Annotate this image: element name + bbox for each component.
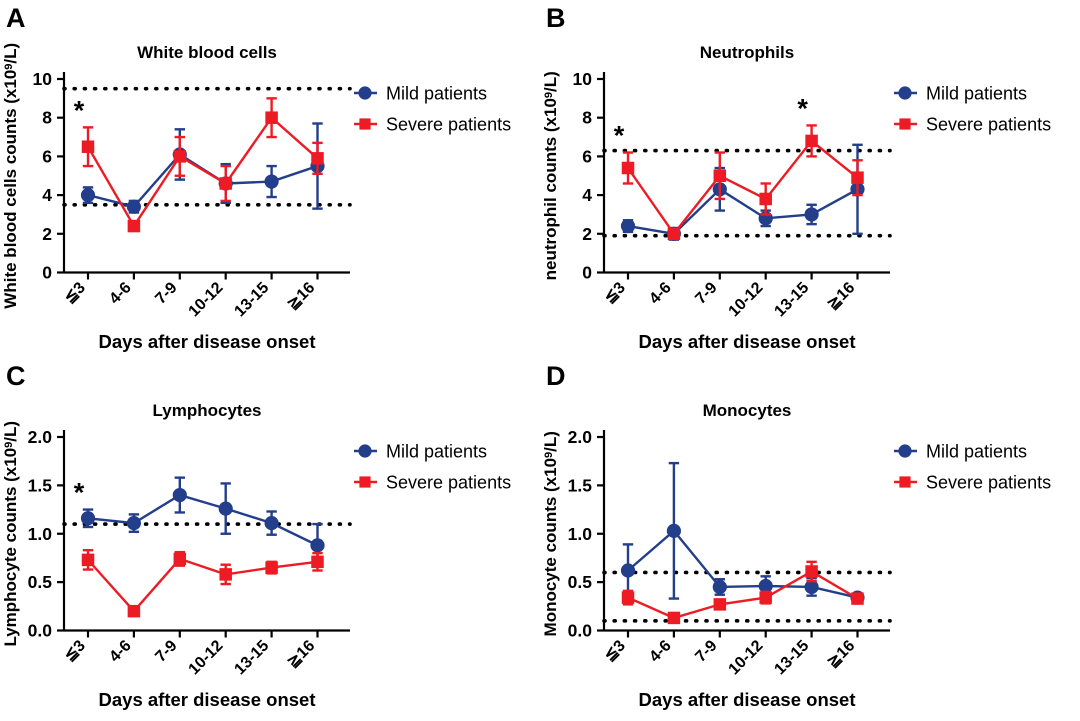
- svg-text:Days after disease onset: Days after disease onset: [639, 331, 856, 352]
- svg-text:10: 10: [33, 69, 53, 89]
- svg-text:1.5: 1.5: [28, 475, 53, 495]
- svg-text:0.0: 0.0: [568, 621, 593, 641]
- svg-text:13-15: 13-15: [771, 279, 812, 320]
- svg-text:≦3: ≦3: [601, 279, 629, 307]
- svg-text:4-6: 4-6: [106, 279, 134, 307]
- svg-text:10-12: 10-12: [186, 279, 227, 320]
- svg-text:2.0: 2.0: [28, 427, 53, 447]
- svg-text:7-9: 7-9: [692, 637, 720, 665]
- svg-text:2: 2: [582, 224, 592, 244]
- svg-text:Monocytes: Monocytes: [703, 401, 792, 420]
- svg-text:7-9: 7-9: [152, 279, 180, 307]
- svg-text:4-6: 4-6: [106, 637, 134, 665]
- svg-text:≦3: ≦3: [61, 637, 89, 665]
- svg-text:≧16: ≧16: [824, 637, 858, 671]
- svg-text:10: 10: [573, 69, 593, 89]
- svg-text:Severe patients: Severe patients: [926, 473, 1051, 493]
- svg-text:Monocyte counts (x109/L): Monocyte counts (x109/L): [541, 431, 560, 636]
- svg-text:Days after disease onset: Days after disease onset: [639, 689, 856, 710]
- svg-text:Neutrophils: Neutrophils: [700, 43, 794, 62]
- svg-text:D: D: [546, 361, 566, 391]
- svg-text:A: A: [6, 3, 26, 33]
- svg-text:10-12: 10-12: [186, 637, 227, 678]
- svg-text:Severe patients: Severe patients: [926, 115, 1051, 135]
- svg-text:Severe patients: Severe patients: [386, 473, 511, 493]
- svg-text:8: 8: [582, 108, 592, 128]
- svg-text:Severe patients: Severe patients: [386, 115, 511, 135]
- svg-text:4-6: 4-6: [646, 279, 674, 307]
- svg-text:13-15: 13-15: [231, 279, 272, 320]
- svg-text:10-12: 10-12: [726, 279, 767, 320]
- svg-text:Days after disease onset: Days after disease onset: [99, 331, 316, 352]
- svg-text:Mild patients: Mild patients: [386, 84, 487, 104]
- svg-text:10-12: 10-12: [726, 637, 767, 678]
- svg-text:neutrophil counts (x109/L): neutrophil counts (x109/L): [541, 71, 560, 280]
- svg-text:*: *: [797, 93, 808, 123]
- svg-text:1.5: 1.5: [568, 475, 593, 495]
- svg-text:6: 6: [42, 146, 52, 166]
- svg-text:4-6: 4-6: [646, 637, 674, 665]
- svg-text:6: 6: [582, 146, 592, 166]
- svg-text:≧16: ≧16: [284, 637, 318, 671]
- svg-text:0.0: 0.0: [28, 621, 53, 641]
- svg-text:Days after disease onset: Days after disease onset: [99, 689, 316, 710]
- svg-text:White blood cells: White blood cells: [137, 43, 277, 62]
- svg-text:≧16: ≧16: [824, 279, 858, 313]
- svg-text:0: 0: [582, 263, 592, 283]
- svg-text:4: 4: [582, 185, 592, 205]
- svg-text:Lymphocyte counts (x109/L): Lymphocyte counts (x109/L): [1, 421, 20, 647]
- svg-text:13-15: 13-15: [771, 637, 812, 678]
- svg-text:*: *: [614, 121, 625, 151]
- svg-text:White blood cells counts (x109: White blood cells counts (x109/L): [1, 43, 20, 309]
- svg-text:1.0: 1.0: [568, 524, 593, 544]
- svg-text:2.0: 2.0: [568, 427, 593, 447]
- svg-text:7-9: 7-9: [152, 637, 180, 665]
- svg-text:8: 8: [42, 108, 52, 128]
- svg-text:0: 0: [42, 263, 52, 283]
- svg-text:13-15: 13-15: [231, 637, 272, 678]
- svg-text:2: 2: [42, 224, 52, 244]
- svg-text:Mild patients: Mild patients: [926, 84, 1027, 104]
- svg-text:Mild patients: Mild patients: [386, 442, 487, 462]
- svg-text:Mild patients: Mild patients: [926, 442, 1027, 462]
- svg-text:*: *: [74, 478, 85, 508]
- svg-text:≦3: ≦3: [61, 279, 89, 307]
- svg-text:7-9: 7-9: [692, 279, 720, 307]
- svg-text:C: C: [6, 361, 26, 391]
- svg-text:4: 4: [42, 185, 52, 205]
- svg-text:≦3: ≦3: [601, 637, 629, 665]
- svg-text:1.0: 1.0: [28, 524, 53, 544]
- svg-text:0.5: 0.5: [568, 572, 593, 592]
- svg-text:≧16: ≧16: [284, 279, 318, 313]
- svg-text:B: B: [546, 3, 566, 33]
- svg-text:*: *: [74, 95, 85, 125]
- svg-text:0.5: 0.5: [28, 572, 53, 592]
- svg-text:Lymphocytes: Lymphocytes: [153, 401, 262, 420]
